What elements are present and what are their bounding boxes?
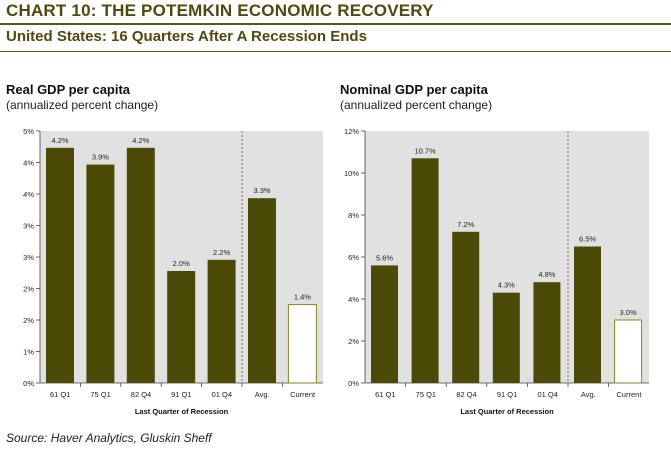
x-tick-label: 91 Q1 bbox=[171, 390, 191, 399]
x-tick-label: 82 Q4 bbox=[456, 390, 476, 399]
bar bbox=[492, 292, 520, 383]
bar bbox=[167, 271, 196, 383]
right-panel-title: Nominal GDP per capita bbox=[340, 82, 488, 97]
bar bbox=[86, 164, 115, 383]
data-label: 10.7% bbox=[414, 146, 436, 155]
y-tick-label: 5% bbox=[23, 127, 34, 136]
bar bbox=[46, 147, 74, 383]
right-panel-subtitle: (annualized percent change) bbox=[340, 98, 493, 112]
bar-current bbox=[287, 304, 317, 384]
x-axis-title: Last Quarter of Recession bbox=[460, 407, 554, 416]
data-label: 6.5% bbox=[579, 235, 596, 244]
y-tick-label: 12% bbox=[344, 127, 359, 136]
subtitle-rule bbox=[0, 51, 671, 52]
data-label: 4.2% bbox=[51, 136, 68, 145]
x-tick-label: 75 Q1 bbox=[90, 390, 110, 399]
bar bbox=[411, 158, 439, 383]
y-tick-label: 3% bbox=[23, 222, 34, 231]
bar bbox=[371, 265, 398, 383]
y-tick-label: 10% bbox=[344, 169, 359, 178]
source-note: Source: Haver Analytics, Gluskin Sheff bbox=[6, 431, 212, 445]
data-label: 2.2% bbox=[213, 248, 230, 257]
x-tick-label: 82 Q4 bbox=[131, 390, 151, 399]
y-tick-label: 2% bbox=[23, 316, 34, 325]
data-label: 3.9% bbox=[92, 153, 109, 162]
x-tick-label: 01 Q4 bbox=[212, 390, 232, 399]
y-tick-label: 4% bbox=[23, 190, 34, 199]
data-label: 3.0% bbox=[620, 308, 637, 317]
x-tick-label: 61 Q1 bbox=[50, 390, 70, 399]
x-tick-label: 61 Q1 bbox=[375, 390, 395, 399]
left-panel-subtitle: (annualized percent change) bbox=[6, 98, 159, 112]
x-tick-label: Current bbox=[290, 390, 316, 399]
x-tick-label: 75 Q1 bbox=[416, 390, 436, 399]
bar bbox=[248, 198, 276, 383]
y-tick-label: 6% bbox=[348, 253, 359, 262]
y-tick-label: 1% bbox=[23, 348, 34, 357]
bar bbox=[452, 231, 480, 383]
y-tick-label: 3% bbox=[23, 253, 34, 262]
chart-subtitle: United States: 16 Quarters After A Reces… bbox=[6, 28, 367, 45]
data-label: 7.2% bbox=[457, 220, 474, 229]
x-tick-label: Current bbox=[616, 390, 642, 399]
data-label: 3.3% bbox=[253, 186, 270, 195]
y-tick-label: 2% bbox=[23, 285, 34, 294]
y-tick-label: 0% bbox=[348, 379, 359, 388]
y-tick-label: 4% bbox=[348, 295, 359, 304]
chart-title: CHART 10: THE POTEMKIN ECONOMIC RECOVERY bbox=[6, 1, 434, 20]
bar-current bbox=[614, 319, 643, 384]
x-tick-label: Avg. bbox=[255, 390, 270, 399]
data-label: 4.3% bbox=[498, 281, 515, 290]
y-tick-label: 0% bbox=[23, 379, 34, 388]
y-tick-label: 8% bbox=[348, 211, 359, 220]
bar bbox=[533, 282, 561, 383]
data-label: 4.2% bbox=[132, 136, 149, 145]
y-tick-label: 4% bbox=[23, 159, 34, 168]
bar bbox=[574, 246, 601, 383]
bar bbox=[126, 147, 155, 383]
x-axis-title: Last Quarter of Recession bbox=[135, 407, 229, 416]
data-label: 4.8% bbox=[538, 270, 555, 279]
title-rule bbox=[0, 23, 671, 25]
left-panel-title: Real GDP per capita bbox=[6, 82, 131, 97]
x-tick-label: 91 Q1 bbox=[497, 390, 517, 399]
data-label: 1.4% bbox=[294, 293, 311, 302]
y-tick-label: 2% bbox=[348, 337, 359, 346]
bar bbox=[207, 259, 236, 383]
x-tick-label: 01 Q4 bbox=[537, 390, 557, 399]
x-tick-label: Avg. bbox=[581, 390, 596, 399]
data-label: 5.6% bbox=[376, 253, 393, 262]
data-label: 2.0% bbox=[173, 259, 190, 268]
